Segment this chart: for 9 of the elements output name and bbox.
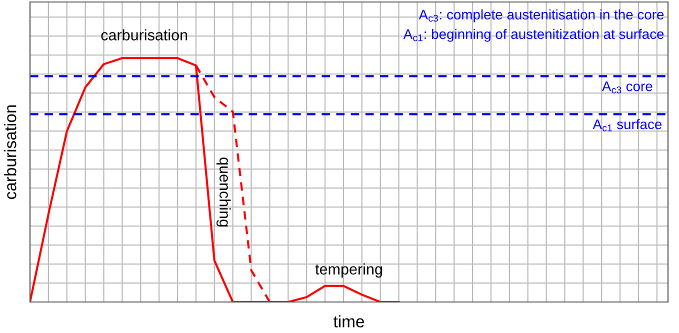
y-axis-title: carburisation [4, 105, 16, 199]
annotation: quenching [216, 158, 231, 227]
ref-line-label: A$_{c3}$ core [602, 82, 652, 94]
text: A$_{c1}$: beginning of austenitization at surface [403, 28, 664, 42]
annotation: tempering [315, 263, 382, 278]
text: A$_{c3}$: complete austenitisation in the core [418, 9, 664, 22]
x-axis-title: time [334, 315, 364, 328]
text: carburisation [101, 29, 188, 40]
ref-line-label: A$_{c1}$ surface [592, 119, 662, 132]
